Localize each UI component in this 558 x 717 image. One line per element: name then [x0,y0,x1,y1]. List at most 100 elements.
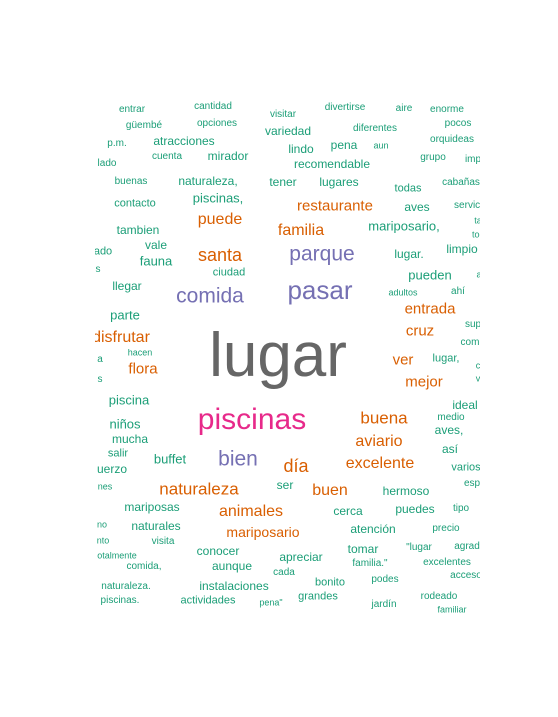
word: aviario [355,433,403,450]
word: fauna [139,253,173,269]
word: mirador [207,149,249,163]
word: mariposario [226,524,300,540]
word: atracciones [153,134,215,148]
word: flora [128,360,158,378]
word: parque [289,242,355,266]
word: aire [395,103,413,114]
word: jardín [371,599,397,610]
word: hermoso [382,484,430,498]
word: lugares [319,175,359,189]
word: familia [277,222,325,239]
word: parte [110,307,140,323]
word: disfrutar [95,329,150,346]
word: naturaleza, [178,174,238,188]
word: güembé [125,120,163,131]
word: buena [360,408,408,428]
word: cuenta [151,151,183,162]
word: imp [464,154,480,165]
word: excelentes [423,557,471,568]
word: día [283,456,309,476]
word-cloud: entrar cantidad visitar divertirse aire … [95,95,480,620]
word: adultos [388,287,418,298]
word: todas [394,182,422,195]
word: pasar [287,275,353,305]
word: com [460,337,480,348]
word: "lugar [406,542,432,553]
word: apreciar [279,550,323,564]
word: grupo [420,152,446,163]
word: divertirse [324,102,366,113]
word: visitar [269,109,297,120]
word: precio [432,523,460,534]
word: a [97,354,103,365]
word: bonito [315,576,345,589]
word: diferentes [353,123,397,134]
word: uerzo [96,462,128,476]
word: buffet [153,451,187,467]
word: grandes [298,590,338,603]
word: niños [109,416,141,432]
word: tener [269,175,297,189]
word: visita [151,536,175,547]
word: c [475,360,480,371]
word: ideal [452,398,478,412]
word: naturaleza. [101,581,151,592]
word: lindo [288,142,314,156]
word: medio [437,412,465,423]
word: varios [451,461,480,474]
word: actividades [180,594,236,607]
word: vale [144,238,168,252]
word: pueden [408,267,452,283]
word: esp [463,478,480,489]
word: pocos [444,118,472,129]
word: piscinas. [100,595,140,606]
word: puedes [395,502,435,516]
word: salir [107,447,129,460]
word: pena" [259,597,283,608]
word: contacto [114,197,156,210]
word: lugar, [432,352,460,365]
word: comida, [126,561,162,572]
word: mucha [111,432,149,446]
word: excelente [345,455,415,472]
word: cerca [333,504,363,518]
word: lado [97,158,117,169]
word: llegar [112,279,142,293]
word: naturales [131,519,181,533]
word: ciudad [212,266,246,279]
word: lugar. [394,247,424,261]
word: ser [276,478,294,492]
word: rodeado [420,591,458,602]
word: entrada [404,300,456,318]
word: variedad [264,124,312,138]
word: toc [471,229,480,240]
word: mariposas [124,500,180,514]
word: piscinas, [192,190,244,206]
word: tomar [347,542,379,556]
word: pena [330,138,358,152]
word: sup [464,319,480,330]
word: podes [371,574,399,585]
word: p.m. [107,138,127,149]
word: familia." [352,558,388,569]
word: cruz [405,322,435,340]
word: mejor [405,373,443,391]
word: conocer [196,544,240,558]
word: tipo [452,503,470,514]
word: piscinas [197,403,307,436]
word: acceso [450,570,480,581]
word: buen [312,482,348,499]
word: así [441,442,459,456]
word: aves [404,200,430,214]
word: ver [392,351,414,369]
word: no [96,519,108,530]
word: aves, [434,423,464,437]
word: entrar [118,104,146,115]
word: orquideas [430,134,474,145]
word: restaurante [297,197,373,215]
word: bien [218,447,258,471]
word: naturaleza [159,479,239,499]
word: hacen [127,347,153,358]
word: nto [96,535,110,546]
word: mariposario, [368,218,440,234]
